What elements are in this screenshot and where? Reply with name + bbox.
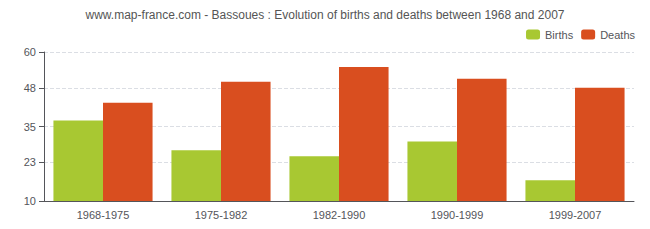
- svg-text:1968-1975: 1968-1975: [77, 209, 130, 221]
- svg-text:23: 23: [24, 156, 36, 168]
- svg-text:Births: Births: [545, 29, 574, 41]
- svg-text:1999-2007: 1999-2007: [549, 209, 602, 221]
- svg-text:Deaths: Deaths: [600, 29, 635, 41]
- svg-text:www.map-france.com - Bassoues: www.map-france.com - Bassoues : Evolutio…: [85, 8, 565, 22]
- svg-text:1975-1982: 1975-1982: [195, 209, 248, 221]
- svg-text:48: 48: [24, 82, 36, 94]
- svg-text:35: 35: [24, 121, 36, 133]
- svg-text:10: 10: [24, 195, 36, 207]
- svg-text:60: 60: [24, 46, 36, 58]
- svg-text:1990-1999: 1990-1999: [431, 209, 484, 221]
- svg-text:1982-1990: 1982-1990: [313, 209, 366, 221]
